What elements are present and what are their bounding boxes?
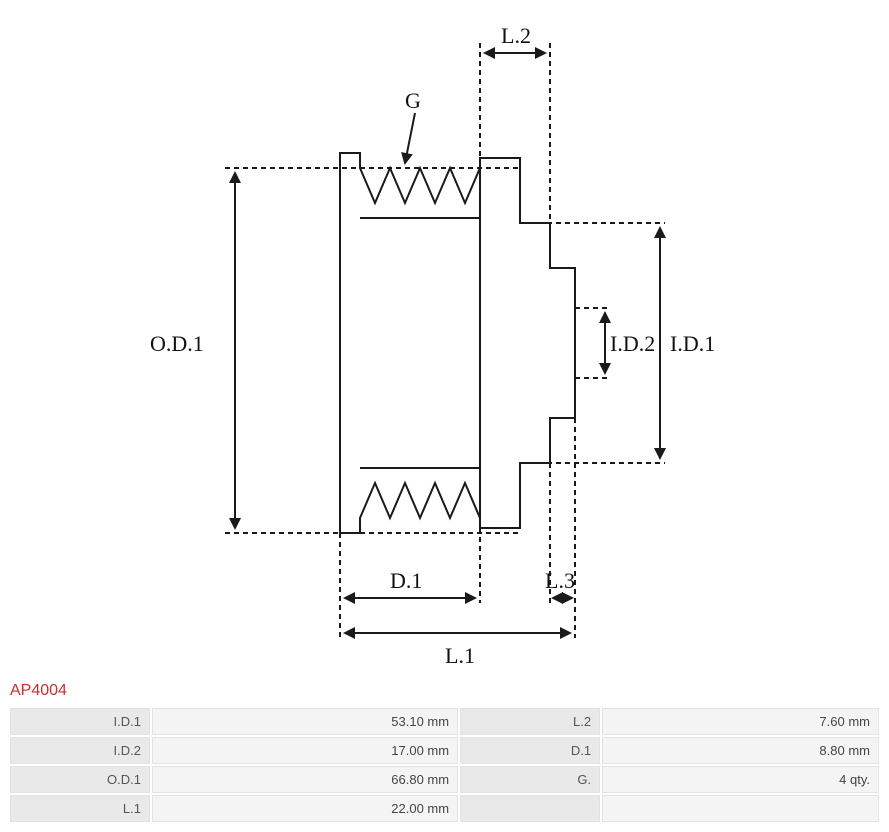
spec-label: G. [460, 766, 600, 793]
spec-label: D.1 [460, 737, 600, 764]
label-id1: I.D.1 [670, 331, 715, 356]
spec-label: O.D.1 [10, 766, 150, 793]
spec-value: 66.80 mm [152, 766, 458, 793]
label-g: G [405, 88, 421, 113]
table-row: I.D.153.10 mmL.27.60 mm [10, 708, 879, 735]
spec-value [602, 795, 879, 822]
pulley-diagram: O.D.1 I.D.1 I.D.2 L.2 D.1 L.3 L.1 G [8, 8, 881, 678]
diagram-svg: O.D.1 I.D.1 I.D.2 L.2 D.1 L.3 L.1 G [85, 8, 805, 678]
label-d1: D.1 [390, 568, 422, 593]
label-id2: I.D.2 [610, 331, 655, 356]
spec-value: 4 qty. [602, 766, 879, 793]
spec-value: 17.00 mm [152, 737, 458, 764]
label-od1: O.D.1 [150, 331, 204, 356]
table-row: L.122.00 mm [10, 795, 879, 822]
label-l2: L.2 [501, 23, 531, 48]
spec-label [460, 795, 600, 822]
spec-table: I.D.153.10 mmL.27.60 mmI.D.217.00 mmD.18… [8, 706, 881, 824]
spec-label: I.D.2 [10, 737, 150, 764]
label-l1: L.1 [445, 643, 475, 668]
label-l3: L.3 [545, 568, 575, 593]
table-row: I.D.217.00 mmD.18.80 mm [10, 737, 879, 764]
spec-label: I.D.1 [10, 708, 150, 735]
spec-value: 22.00 mm [152, 795, 458, 822]
spec-label: L.1 [10, 795, 150, 822]
product-title: AP4004 [10, 682, 881, 700]
table-row: O.D.166.80 mmG.4 qty. [10, 766, 879, 793]
spec-value: 7.60 mm [602, 708, 879, 735]
spec-label: L.2 [460, 708, 600, 735]
spec-value: 53.10 mm [152, 708, 458, 735]
spec-value: 8.80 mm [602, 737, 879, 764]
